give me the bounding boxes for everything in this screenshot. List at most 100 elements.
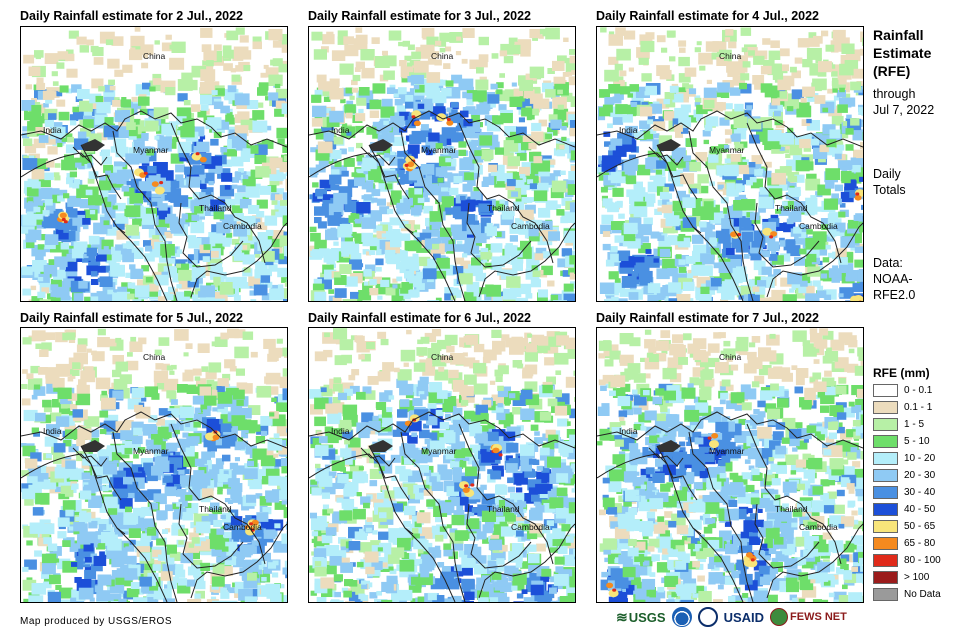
rainfall-cell (233, 536, 240, 542)
rainfall-cell (276, 127, 287, 139)
rainfall-cell (748, 279, 758, 287)
rainfall-cell (268, 92, 279, 101)
rainfall-cell (185, 343, 193, 349)
rainfall-cell (171, 41, 186, 53)
rainfall-cell (794, 174, 805, 183)
boundary-line (178, 202, 244, 268)
rainfall-cell (177, 93, 188, 102)
rainfall-cell (115, 213, 129, 224)
rainfall-cell (33, 138, 46, 149)
rainfall-cell (405, 101, 414, 109)
rainfall-cell (806, 253, 817, 263)
rainfall-cell (413, 224, 421, 230)
rainfall-cell (193, 571, 202, 578)
rainfall-cell (178, 540, 184, 545)
rainfall-cell (227, 328, 239, 339)
rainfall-cell (621, 229, 636, 242)
rainfall-cell (73, 241, 88, 253)
rainfall-cell (30, 285, 37, 291)
rainfall-cell (220, 587, 227, 593)
rainfall-cell (21, 266, 33, 276)
rainfall-cell (403, 197, 413, 206)
rainfall-cell (619, 262, 633, 274)
rainfall-cell (528, 102, 540, 113)
rainfall-cell (24, 559, 37, 570)
rainfall-cell (467, 454, 480, 465)
rainfall-cell (692, 206, 707, 218)
rainfall-cell (51, 279, 62, 288)
rainfall-cell (196, 378, 207, 387)
rainfall-cell (786, 218, 794, 225)
rainfall-cell (538, 34, 544, 39)
rainfall-cell (399, 60, 407, 67)
rainfall-cell (519, 79, 533, 91)
rainfall-cell (753, 55, 765, 65)
rainfall-cell (274, 501, 286, 510)
rainfall-cell (99, 176, 106, 182)
rainfall-cell (254, 559, 262, 565)
rainfall-cell (366, 582, 373, 588)
rainfall-cell (127, 293, 135, 300)
rainfall-cell (700, 286, 710, 294)
rainfall-cell (164, 231, 173, 239)
rainfall-cell (206, 60, 214, 67)
rainfall-cell (860, 31, 863, 43)
rainfall-cell (222, 512, 235, 523)
rainfall-cell (104, 414, 119, 426)
rainfall-cell (451, 101, 459, 108)
rainfall-cell (449, 115, 457, 121)
rainfall-cell (84, 366, 94, 374)
rainfall-cell (521, 107, 533, 117)
rainfall-cell (668, 298, 678, 301)
rainfall-cell (128, 147, 144, 159)
rainfall-cell (405, 224, 411, 229)
rainfall-cell (855, 167, 863, 179)
rainfall-cell (376, 198, 386, 206)
rainfall-cell (462, 28, 475, 38)
rainfall-cell (462, 253, 468, 258)
rainfall-cell (400, 283, 413, 294)
rainfall-cell (510, 255, 523, 265)
rainfall-cell (496, 173, 509, 184)
rainfall-cell (827, 88, 834, 94)
rainfall-cell (850, 157, 857, 162)
rainfall-cell (411, 51, 421, 60)
rainfall-cell (334, 275, 347, 285)
rainfall-cell (848, 173, 862, 184)
rainfall-cell (839, 287, 854, 299)
rainfall-cell (58, 480, 67, 487)
rainfall-cell (623, 159, 638, 171)
rainfall-cell (471, 257, 481, 266)
rainfall-cell (690, 198, 703, 208)
rainfall-cell (441, 264, 455, 276)
rainfall-cell (171, 524, 185, 536)
map-jul2: China India Myanmar Thailand Cambodia (20, 26, 288, 302)
rainfall-cell (261, 476, 273, 485)
rainfall-cell (771, 289, 786, 301)
rainfall-cell (816, 290, 827, 298)
rainfall-cell (71, 84, 82, 93)
rainfall-cell (444, 207, 454, 215)
rainfall-cell (633, 181, 643, 190)
rainfall-cell (187, 278, 199, 288)
boundary-line (656, 144, 698, 200)
heavy-rain-spot (436, 113, 447, 122)
rainfall-cell (571, 70, 575, 75)
rainfall-cell (170, 198, 176, 203)
rainfall-cell (186, 176, 201, 188)
rainfall-cell (711, 278, 722, 287)
rainfall-cell (783, 200, 794, 210)
rainfall-cell (462, 127, 475, 139)
rainfall-cell (47, 297, 61, 301)
rainfall-cell (233, 213, 244, 222)
rainfall-cell (172, 503, 180, 510)
rainfall-cell (802, 285, 815, 296)
rainfall-cell (825, 44, 835, 52)
rainfall-cell (43, 581, 52, 589)
rainfall-cell (569, 144, 575, 154)
rainfall-cell (694, 47, 701, 53)
rainfall-cell (645, 249, 652, 254)
rainfall-cell (325, 229, 339, 241)
rainfall-cell (527, 179, 534, 184)
rainfall-cell (235, 244, 243, 250)
